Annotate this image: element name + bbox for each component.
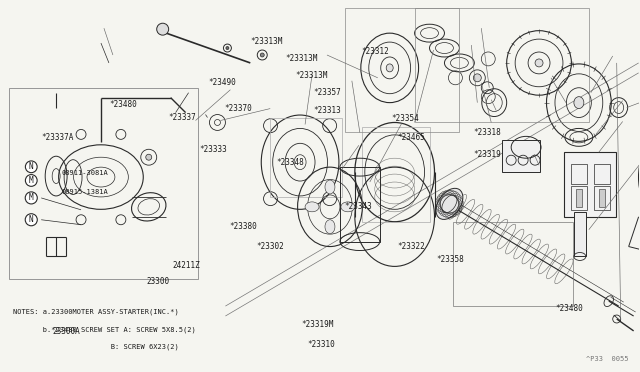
Ellipse shape <box>341 202 355 212</box>
Bar <box>594 164 610 184</box>
Circle shape <box>146 154 152 160</box>
Bar <box>340 167 380 241</box>
Text: 08911-3081A: 08911-3081A <box>62 170 109 176</box>
Text: 08915-1381A: 08915-1381A <box>62 189 109 195</box>
Ellipse shape <box>325 220 335 234</box>
Text: *23319: *23319 <box>473 150 500 159</box>
Text: *23357: *23357 <box>314 89 341 97</box>
Circle shape <box>157 23 169 35</box>
Text: *23465: *23465 <box>397 133 426 142</box>
Circle shape <box>226 46 229 49</box>
Text: *23333: *23333 <box>199 145 227 154</box>
Text: *23380: *23380 <box>230 222 257 231</box>
Text: *23313: *23313 <box>314 106 341 115</box>
Bar <box>502 140 540 172</box>
Bar <box>564 152 616 217</box>
Bar <box>599 189 605 207</box>
Bar <box>576 189 582 207</box>
Text: *23312: *23312 <box>362 47 389 56</box>
Text: *23313M: *23313M <box>285 54 317 63</box>
Bar <box>362 128 429 222</box>
Bar <box>571 186 587 210</box>
Ellipse shape <box>305 202 319 212</box>
Text: *23337A: *23337A <box>41 133 73 142</box>
Bar <box>270 118 342 197</box>
Ellipse shape <box>325 180 335 194</box>
Text: N: N <box>29 162 33 171</box>
Bar <box>594 186 610 210</box>
Text: *23337: *23337 <box>168 113 196 122</box>
Text: *23322: *23322 <box>397 243 426 251</box>
Text: *23370: *23370 <box>225 104 252 113</box>
Text: *23313M: *23313M <box>250 37 282 46</box>
Ellipse shape <box>535 59 543 67</box>
Text: *23490: *23490 <box>209 78 236 87</box>
Text: b.*23480 SCREW SET A: SCREW 5X8.5(2): b.*23480 SCREW SET A: SCREW 5X8.5(2) <box>13 327 196 333</box>
Ellipse shape <box>436 188 463 219</box>
Ellipse shape <box>574 97 584 109</box>
Text: *23319M: *23319M <box>301 320 333 329</box>
Circle shape <box>260 53 264 57</box>
Bar <box>571 164 587 184</box>
Text: *23348: *23348 <box>276 157 305 167</box>
Text: M: M <box>29 176 33 185</box>
Text: 23300: 23300 <box>147 278 170 286</box>
Bar <box>10 88 198 279</box>
Bar <box>415 8 589 122</box>
Text: *23302: *23302 <box>256 243 284 251</box>
Text: N: N <box>29 215 33 224</box>
Text: 23300A: 23300A <box>52 327 80 336</box>
Text: 24211Z: 24211Z <box>172 261 200 270</box>
Text: *23354: *23354 <box>392 114 419 123</box>
Text: ^P33  0055: ^P33 0055 <box>586 356 628 362</box>
Circle shape <box>474 74 481 82</box>
Text: *23318: *23318 <box>473 128 500 137</box>
Bar <box>574 212 586 256</box>
Text: B: SCREW 6X23(2): B: SCREW 6X23(2) <box>13 343 179 350</box>
Text: *23343: *23343 <box>344 202 372 211</box>
Text: *23310: *23310 <box>307 340 335 349</box>
Text: *23480: *23480 <box>556 304 584 313</box>
Ellipse shape <box>386 64 393 72</box>
Bar <box>345 8 460 132</box>
Text: *23313M: *23313M <box>296 71 328 80</box>
Bar <box>453 222 573 306</box>
Text: *23480: *23480 <box>109 100 138 109</box>
Text: NOTES: a.23300MOTER ASSY-STARTER(INC.*): NOTES: a.23300MOTER ASSY-STARTER(INC.*) <box>13 308 179 315</box>
Text: M: M <box>29 193 33 202</box>
Text: *23358: *23358 <box>436 255 464 264</box>
